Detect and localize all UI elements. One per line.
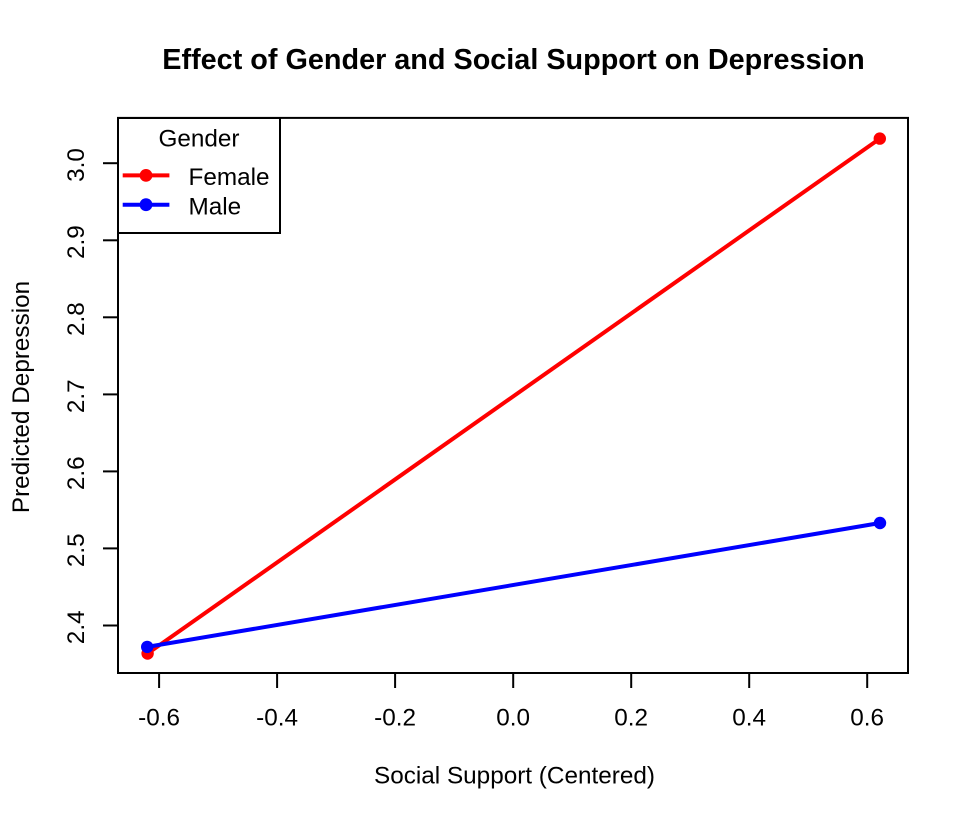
svg-text:Male: Male xyxy=(189,194,242,221)
svg-text:Female: Female xyxy=(189,164,270,191)
svg-text:2.8: 2.8 xyxy=(63,302,90,336)
svg-text:Social Support (Centered): Social Support (Centered) xyxy=(374,762,655,789)
svg-text:0.6: 0.6 xyxy=(850,705,884,732)
svg-text:0.4: 0.4 xyxy=(732,705,766,732)
svg-text:2.7: 2.7 xyxy=(63,379,90,413)
svg-text:0.0: 0.0 xyxy=(496,705,530,732)
svg-text:2.5: 2.5 xyxy=(63,533,90,567)
svg-text:0.2: 0.2 xyxy=(614,705,648,732)
svg-text:2.9: 2.9 xyxy=(63,225,90,259)
svg-text:3.0: 3.0 xyxy=(63,148,90,182)
svg-text:Predicted Depression: Predicted Depression xyxy=(8,281,35,513)
svg-text:2.6: 2.6 xyxy=(63,456,90,490)
svg-text:2.4: 2.4 xyxy=(63,610,90,644)
svg-text:Effect of Gender and Social Su: Effect of Gender and Social Support on D… xyxy=(162,44,864,76)
svg-text:-0.2: -0.2 xyxy=(374,705,416,732)
svg-text:Gender: Gender xyxy=(158,125,239,152)
svg-text:-0.6: -0.6 xyxy=(138,705,180,732)
svg-text:-0.4: -0.4 xyxy=(256,705,298,732)
